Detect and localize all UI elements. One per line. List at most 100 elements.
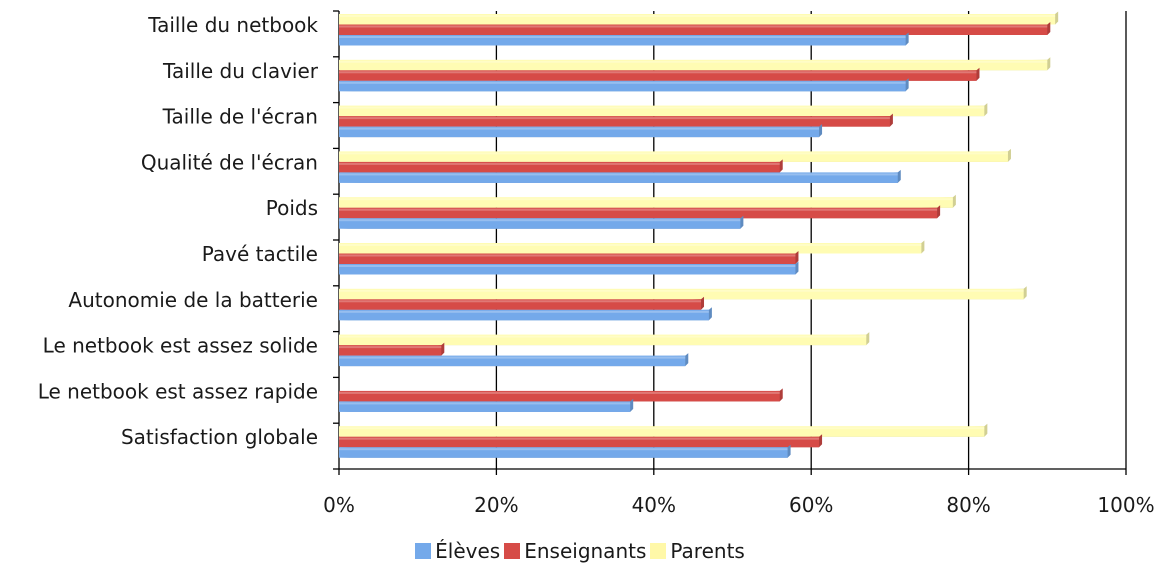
bar-highlight — [339, 162, 780, 165]
bar-face — [339, 288, 1024, 300]
bar-enseignants-le-netbook-est-assez-rapide — [339, 388, 783, 402]
category-label-le-netbook-est-assez-solide: Le netbook est assez solide — [43, 334, 318, 358]
bar-face — [339, 390, 780, 402]
bar-highlight — [339, 265, 796, 267]
bar-enseignants-le-netbook-est-assez-solide — [339, 342, 445, 356]
bar-face — [339, 197, 953, 208]
bar-face — [339, 14, 1056, 25]
bar-face — [339, 59, 1048, 71]
category-label-satisfaction-globale: Satisfaction globale — [121, 425, 318, 449]
legend-label-enseignants: Enseignants — [524, 538, 647, 563]
bar-parents-poids — [339, 194, 956, 208]
bar-enseignants-qualite-de-l-ecran — [339, 159, 783, 173]
legend-swatch-parents — [650, 542, 667, 559]
bar-eleves-le-netbook-est-assez-rapide — [339, 398, 634, 412]
bar-highlight — [339, 36, 906, 38]
bar-highlight — [339, 152, 1008, 155]
bar-highlight — [339, 356, 686, 359]
bar-highlight — [339, 71, 977, 74]
bar-parents-qualite-de-l-ecran — [339, 148, 1011, 162]
bar-highlight — [339, 310, 709, 313]
bar-face — [339, 218, 741, 229]
category-label-poids: Poids — [266, 196, 318, 220]
bar-highlight — [339, 25, 1048, 28]
bar-highlight — [339, 117, 890, 120]
bar-parents-taille-de-l-ecran — [339, 103, 988, 117]
x-tick-label: 0% — [323, 493, 355, 517]
bar-highlight — [339, 219, 741, 222]
bar-parents-autonomie-de-la-batterie — [339, 286, 1027, 300]
bar-highlight — [339, 402, 631, 405]
category-label-pave-tactile: Pavé tactile — [202, 242, 318, 266]
bar-face — [339, 334, 867, 346]
legend-item-eleves: Élèves — [415, 539, 500, 563]
bar-highlight — [339, 437, 820, 440]
bar-highlight — [339, 173, 898, 176]
bar-enseignants-taille-de-l-ecran — [339, 113, 893, 127]
bar-eleves-autonomie-de-la-batterie — [339, 307, 712, 321]
bar-highlight — [339, 81, 906, 84]
bar-face — [339, 172, 898, 183]
bar-highlight — [339, 208, 938, 211]
bar-highlight — [339, 346, 442, 349]
bar-parents-taille-du-clavier — [339, 57, 1051, 71]
bar-eleves-le-netbook-est-assez-solide — [339, 353, 689, 367]
bar-parents-le-netbook-est-assez-solide — [339, 332, 870, 346]
legend: Élèves Enseignants Parents — [0, 538, 1160, 563]
bar-enseignants-satisfaction-globale — [339, 434, 823, 448]
category-label-taille-de-l-ecran: Taille de l'écran — [162, 105, 318, 129]
bar-eleves-taille-du-netbook — [339, 32, 909, 46]
bar-highlight — [339, 106, 985, 109]
bar-face — [339, 264, 796, 275]
legend-label-eleves: Élèves — [435, 538, 501, 563]
bar-face — [339, 105, 985, 117]
bar-highlight — [339, 391, 780, 394]
x-tick-label: 40% — [632, 493, 676, 517]
bar-highlight — [339, 244, 922, 246]
bar-eleves-satisfaction-globale — [339, 444, 791, 458]
category-label-taille-du-clavier: Taille du clavier — [162, 59, 319, 83]
category-label-qualite-de-l-ecran: Qualité de l'écran — [141, 150, 318, 174]
bar-eleves-taille-de-l-ecran — [339, 124, 823, 138]
bar-face — [339, 447, 788, 458]
legend-item-parents: Parents — [650, 538, 745, 563]
x-tick-label: 60% — [789, 493, 833, 517]
legend-label-parents: Parents — [670, 538, 745, 563]
bar-highlight — [339, 127, 820, 130]
bar-enseignants-pave-tactile — [339, 251, 799, 264]
bar-enseignants-poids — [339, 205, 941, 219]
bar-highlight — [339, 60, 1048, 63]
bar-face — [339, 253, 796, 264]
x-tick-label: 80% — [946, 493, 990, 517]
bar-face — [339, 35, 906, 46]
category-label-autonomie-de-la-batterie: Autonomie de la batterie — [68, 288, 318, 312]
bar-face — [339, 309, 709, 321]
bar-highlight — [339, 427, 985, 430]
legend-swatch-eleves — [415, 542, 432, 559]
bar-highlight — [339, 300, 702, 303]
legend-item-enseignants: Enseignants — [504, 539, 646, 563]
bar-face — [339, 24, 1048, 35]
bar-enseignants-autonomie-de-la-batterie — [339, 296, 705, 310]
bar-face — [339, 436, 820, 448]
legend-swatch-enseignants — [504, 542, 521, 559]
bar-highlight — [339, 335, 867, 338]
bar-highlight — [339, 15, 1056, 17]
bar-enseignants-taille-du-clavier — [339, 67, 980, 81]
bar-face — [339, 70, 977, 81]
bar-face — [339, 243, 922, 254]
bar-highlight — [339, 198, 953, 201]
bar-face — [339, 401, 631, 412]
category-label-taille-du-netbook: Taille du netbook — [147, 13, 318, 37]
bar-face — [339, 299, 702, 310]
bar-eleves-taille-du-clavier — [339, 78, 909, 92]
bar-eleves-poids — [339, 215, 744, 229]
bar-face — [339, 151, 1008, 162]
bar-eleves-pave-tactile — [339, 261, 799, 275]
bar-face — [339, 355, 686, 367]
bar-face — [339, 207, 938, 219]
bar-enseignants-taille-du-netbook — [339, 22, 1051, 35]
bar-face — [339, 126, 820, 138]
